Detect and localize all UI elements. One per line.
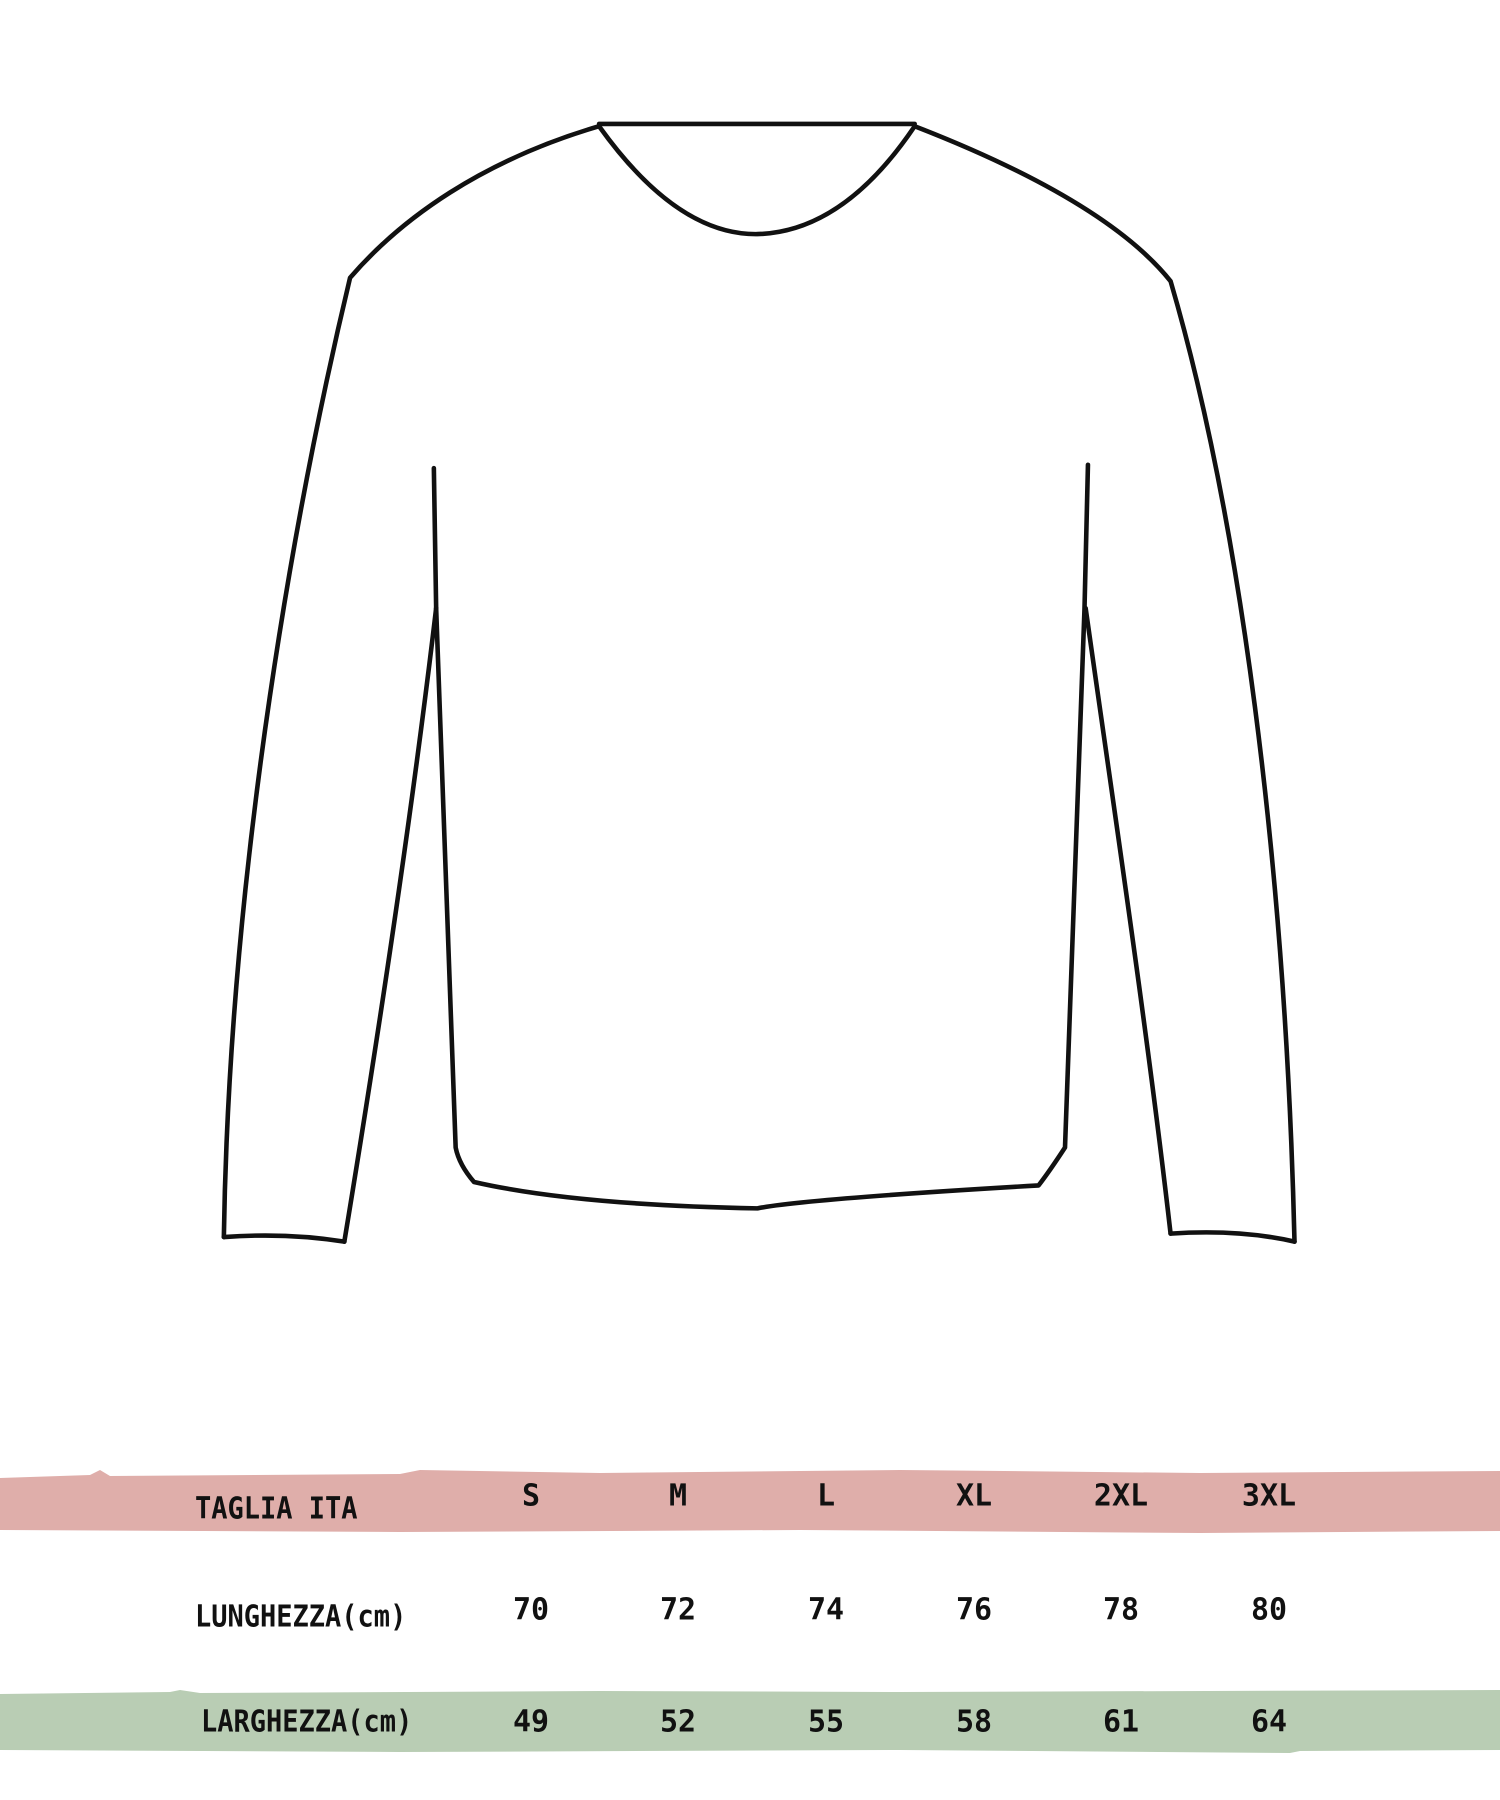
left-underarm <box>431 465 439 611</box>
length-value: 76 <box>955 1592 993 1628</box>
neckline <box>596 123 917 237</box>
length-label: LUNGHEZZA(cm) <box>195 1599 407 1635</box>
size-2xl: 2XL <box>1093 1478 1149 1514</box>
left-sleeve-outer <box>221 123 602 1240</box>
size-xl: XL <box>955 1478 993 1514</box>
length-value: 80 <box>1250 1592 1288 1628</box>
size-label: TAGLIA ITA <box>195 1491 358 1527</box>
width-band <box>0 1690 1500 1753</box>
length-row: LUNGHEZZA(cm) 70 72 74 76 78 80 <box>0 1580 1500 1643</box>
sweater-illustration <box>221 121 1297 1244</box>
width-band-shape <box>0 1690 1500 1753</box>
width-label: LARGHEZZA(cm) <box>201 1704 413 1739</box>
left-sleeve-inner <box>342 605 439 1244</box>
length-value: 78 <box>1102 1592 1140 1628</box>
width-value: 52 <box>659 1704 697 1739</box>
left-cuff <box>221 1233 347 1244</box>
width-value: 61 <box>1102 1704 1140 1739</box>
length-value: 74 <box>807 1592 845 1628</box>
size-header-row: TAGLIA ITA S M L XL 2XL 3XL <box>0 1470 1500 1533</box>
header-band-shape <box>0 1470 1500 1533</box>
body-hem <box>433 462 1091 1211</box>
right-sleeve-outer <box>912 123 1297 1244</box>
size-m: M <box>668 1478 688 1514</box>
size-l: L <box>816 1478 836 1514</box>
width-row: LARGHEZZA(cm) 49 52 55 58 61 64 <box>0 1690 1500 1753</box>
width-value: 64 <box>1250 1704 1288 1739</box>
header-band <box>0 1470 1500 1533</box>
right-cuff <box>1168 1230 1297 1244</box>
width-value: 58 <box>955 1704 993 1739</box>
right-sleeve-inner <box>1083 605 1173 1236</box>
width-value: 49 <box>512 1704 550 1739</box>
width-value: 55 <box>807 1704 845 1739</box>
length-value: 70 <box>512 1592 550 1628</box>
size-s: S <box>521 1478 541 1514</box>
length-value: 72 <box>659 1592 697 1628</box>
size-3xl: 3XL <box>1241 1478 1297 1514</box>
